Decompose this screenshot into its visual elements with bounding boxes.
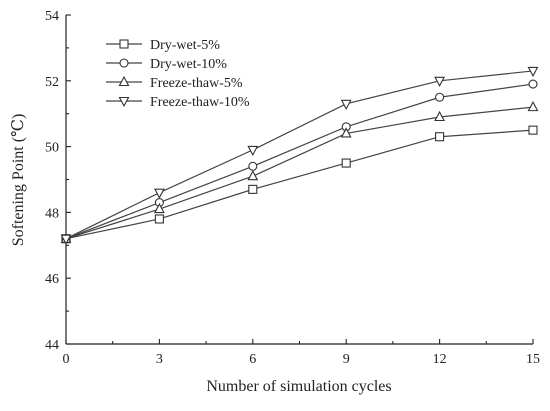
series-line [65, 70, 534, 240]
data-point [248, 161, 258, 171]
legend-label: Freeze-thaw-10% [150, 95, 250, 110]
legend-marker [119, 39, 129, 49]
legend-marker [119, 58, 129, 68]
legend-item: Dry-wet-10% [106, 57, 227, 72]
data-point [153, 188, 165, 199]
data-point [527, 66, 539, 78]
data-point [434, 76, 446, 87]
series-group [60, 66, 539, 245]
data-point [247, 170, 259, 181]
legend: Dry-wet-5% Dry-wet-10% Freeze-thaw-5% Freez… [106, 38, 250, 110]
data-point [435, 92, 445, 102]
data-point [528, 79, 538, 89]
data-point [154, 214, 164, 224]
y-tick-label: 52 [45, 75, 59, 90]
y-tick-label: 46 [45, 272, 59, 287]
x-tick-label: 12 [433, 352, 447, 367]
series-1 [61, 125, 538, 244]
y-tick-label: 54 [45, 9, 59, 24]
axes: 0 3 6 9 12 15 44 46 48 50 52 54 [45, 9, 540, 367]
x-tick-label: 15 [526, 352, 540, 367]
x-tick-label: 6 [249, 352, 256, 367]
series-line [65, 129, 534, 240]
x-tick-label: 3 [156, 352, 163, 367]
legend-label: Dry-wet-10% [150, 57, 227, 72]
series-line [65, 83, 534, 240]
series-4 [60, 66, 539, 245]
series-2 [61, 79, 538, 244]
data-point [435, 132, 445, 142]
legend-label: Freeze-thaw-5% [150, 76, 243, 91]
data-point [153, 202, 165, 214]
data-point [340, 127, 352, 138]
x-tick-label: 0 [63, 352, 70, 367]
series-3 [60, 100, 539, 243]
y-tick-label: 44 [45, 338, 59, 353]
series-line [65, 106, 534, 240]
data-point [527, 100, 539, 112]
data-point [340, 99, 352, 111]
data-point [60, 234, 72, 245]
legend-marker [118, 96, 130, 108]
data-point [434, 110, 446, 122]
legend-item: Freeze-thaw-10% [106, 95, 250, 110]
y-tick-label: 48 [45, 206, 59, 221]
data-point [528, 125, 538, 135]
data-point [248, 184, 258, 194]
y-tick-label: 50 [45, 141, 59, 156]
legend-item: Freeze-thaw-5% [106, 75, 243, 91]
data-point [247, 145, 259, 157]
x-axis-title: Number of simulation cycles [206, 378, 391, 395]
x-tick-label: 9 [343, 352, 350, 367]
legend-marker [118, 75, 130, 87]
legend-label: Dry-wet-5% [150, 38, 220, 53]
data-point [341, 158, 351, 168]
y-axis-title: Softening Point (℃) [10, 114, 27, 247]
legend-item: Dry-wet-5% [106, 38, 220, 53]
